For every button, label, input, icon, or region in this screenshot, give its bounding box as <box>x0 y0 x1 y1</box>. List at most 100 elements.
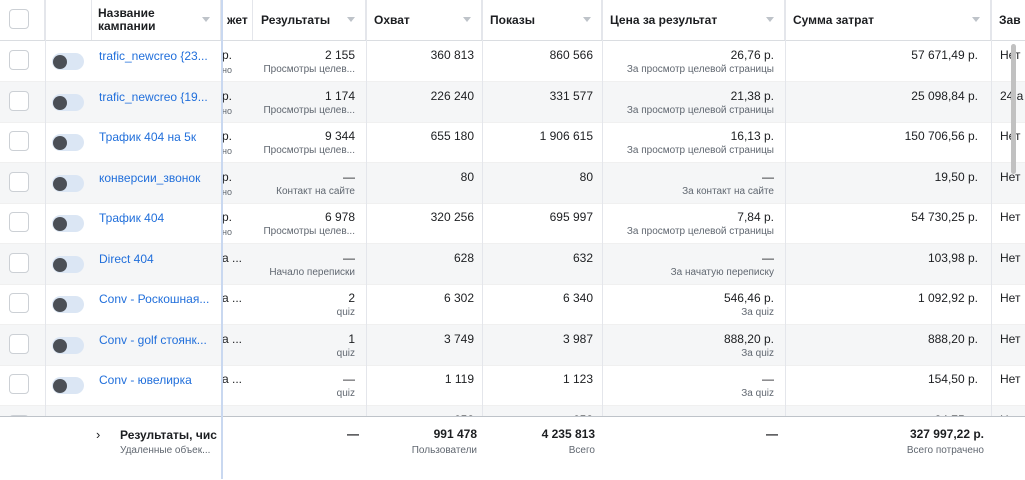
results-value: 2 155 <box>324 48 355 62</box>
sort-icon <box>202 17 210 22</box>
header-name[interactable]: Название кампании <box>92 0 221 40</box>
impressions-cell: 860 566 <box>550 41 593 62</box>
table-row[interactable]: Трафик 404 р. но 6 978 Просмотры целев... 320… <box>0 203 1025 244</box>
column-divider <box>45 0 46 455</box>
header-amount-spent[interactable]: Сумма затрат <box>785 0 991 40</box>
budget-cell: а ... <box>222 244 252 284</box>
impressions-value: 1 906 615 <box>539 129 593 143</box>
campaign-toggle[interactable] <box>52 255 84 273</box>
campaign-name-link[interactable]: trafic_newcreo {19... <box>99 89 208 104</box>
header-results[interactable]: Результаты <box>253 0 366 40</box>
results-type: Просмотры целев... <box>263 145 355 156</box>
row-checkbox[interactable] <box>9 333 29 354</box>
campaign-name-link[interactable]: Direct 404 <box>99 251 154 266</box>
cpr-value: 21,38 р. <box>730 88 774 103</box>
cpr-value: 888,20 р. <box>723 331 774 346</box>
totals-reach: 991 478 Пользователи <box>412 427 477 456</box>
row-checkbox[interactable] <box>9 252 29 273</box>
table-row[interactable]: Трафик 404 на 5к р. но 9 344 Просмотры целев… <box>0 122 1025 163</box>
row-checkbox[interactable] <box>9 131 29 151</box>
header-budget-label: жет <box>227 13 248 27</box>
header-budget[interactable]: жет <box>223 0 253 40</box>
row-checkbox[interactable] <box>9 293 29 313</box>
spent-cell: 54 730,25 р. <box>911 203 978 224</box>
impressions-value: 1 123 <box>562 372 593 386</box>
select-all-checkbox[interactable] <box>9 9 29 29</box>
results-cell: — Начало переписки <box>269 244 355 278</box>
row-checkbox[interactable] <box>9 212 29 232</box>
cpr-type: За просмотр целевой страницы <box>626 104 774 116</box>
campaign-toggle[interactable] <box>52 215 84 232</box>
impressions-value: 3 987 <box>562 331 593 346</box>
totals-spent-sub: Всего потрачено <box>906 445 984 456</box>
totals-spent: 327 997,22 р. Всего потрачено <box>907 427 984 456</box>
budget-value: а ... <box>222 291 243 305</box>
impressions-cell: 695 997 <box>550 203 593 224</box>
table-row[interactable]: Conv - ювелирка а ... — quiz 1 119 1 123 — За q… <box>0 365 1025 406</box>
vertical-scrollbar[interactable] <box>1011 44 1016 174</box>
table-row[interactable]: Direct 404 а ... — Начало переписки 628 632— З… <box>0 243 1025 285</box>
campaign-toggle[interactable] <box>52 93 84 111</box>
campaign-toggle[interactable] <box>52 296 84 313</box>
totals-cpr-value: — <box>766 427 778 441</box>
header-ends[interactable]: Зав <box>991 0 1025 40</box>
campaign-name-link[interactable]: trafic_newcreo {23... <box>99 49 208 63</box>
chevron-right-icon[interactable]: › <box>96 427 101 442</box>
cpr-type: За просмотр целевой страницы <box>626 226 774 237</box>
spent-cell: 150 706,56 р. <box>905 122 978 143</box>
row-checkbox[interactable] <box>9 374 29 394</box>
cpr-value: — <box>762 250 774 265</box>
campaign-toggle[interactable] <box>52 336 84 354</box>
totals-reach-value: 991 478 <box>433 427 477 441</box>
campaign-name-link[interactable]: Трафик 404 <box>99 211 165 225</box>
spent-cell: 888,20 р. <box>928 325 978 346</box>
row-checkbox[interactable] <box>9 171 29 192</box>
header-amount-spent-label: Сумма затрат <box>793 13 875 27</box>
campaign-name-link[interactable]: конверсии_звонок <box>99 170 201 185</box>
row-checkbox[interactable] <box>9 90 29 111</box>
reach-cell: 226 240 <box>431 82 474 103</box>
impressions-cell: 1 906 615 <box>540 122 593 143</box>
header-reach[interactable]: Охват <box>366 0 482 40</box>
results-cell: — Контакт на сайте <box>276 163 355 197</box>
reach-cell: 320 256 <box>431 203 474 224</box>
column-divider <box>366 0 367 455</box>
table-row[interactable]: trafic_newcreo {19... р. но 1 174 Просмотры … <box>0 81 1025 123</box>
totals-cpr: — <box>766 427 778 441</box>
campaign-name-link[interactable]: Conv - Роскошная... <box>99 292 210 306</box>
ends-cell: Нет <box>1000 365 1025 386</box>
spent-cell: 154,50 р. <box>928 365 978 386</box>
header-results-label: Результаты <box>261 13 331 27</box>
table-row[interactable]: Conv - golf стоянк... а ... 1 quiz 3 749 3 98… <box>0 324 1025 366</box>
campaign-toggle[interactable] <box>52 174 84 192</box>
results-cell: 2 quiz <box>337 284 355 318</box>
sort-icon <box>347 17 355 22</box>
header-cost-per-result[interactable]: Цена за результат <box>602 0 785 40</box>
cpr-value: 7,84 р. <box>737 210 774 224</box>
cpr-cell: 888,20 р. За quiz <box>724 325 774 359</box>
budget-value: р. <box>222 129 233 143</box>
header-impressions[interactable]: Показы <box>482 0 602 40</box>
table-row[interactable]: trafic_newcreo {23... р. но 2 155 Просмотры … <box>0 41 1025 82</box>
budget-cell: р. но <box>222 163 252 203</box>
campaign-name-link[interactable]: Conv - golf стоянк... <box>99 332 207 347</box>
campaign-name-link[interactable]: Conv - ювелирка <box>99 373 192 387</box>
spent-value: 103,98 р. <box>927 250 978 265</box>
impressions-cell: 632 <box>573 244 593 265</box>
campaign-toggle[interactable] <box>52 377 84 394</box>
frozen-column-divider[interactable] <box>221 0 223 479</box>
cpr-type: За quiz <box>741 388 774 399</box>
cpr-type: За просмотр целевой страницы <box>626 145 774 156</box>
campaign-toggle[interactable] <box>52 134 84 151</box>
table-row[interactable]: конверсии_звонок р. но — Контакт на сайте 80 8… <box>0 162 1025 204</box>
budget-value: р. <box>222 169 233 184</box>
results-type: quiz <box>336 388 355 399</box>
campaign-name-link[interactable]: Трафик 404 на 5к <box>99 130 197 144</box>
toggle-header <box>45 0 92 40</box>
campaign-toggle[interactable] <box>52 53 84 70</box>
impressions-cell: 80 <box>580 163 593 184</box>
ends-value: Нет <box>1000 331 1021 346</box>
table-row[interactable]: Conv - Роскошная... а ... 2 quiz 6 302 6 340 5… <box>0 284 1025 325</box>
budget-cell: а ... <box>222 365 252 405</box>
row-checkbox[interactable] <box>9 50 29 70</box>
